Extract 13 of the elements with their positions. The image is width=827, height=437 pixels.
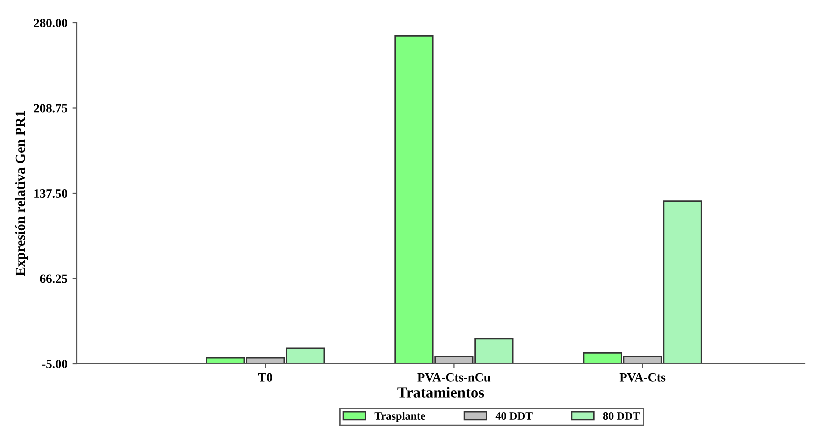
y-tick-label: 137.50 [34,190,68,198]
legend-label: Trasplante [374,412,426,422]
legend-label: 80 DDT [603,412,640,420]
x-axis-title: Tratamientos [398,387,484,398]
y-tick-label: -5.00 [42,360,68,369]
x-tick-label: PVA-Cts [620,373,666,382]
y-axis-title: Expresión relativa Gen PR1 [15,111,28,276]
legend-label: 40 DDT [496,412,533,420]
y-tick-label: 208.75 [34,104,68,113]
x-tick-label: PVA-Cts-nCu [418,373,491,382]
y-tick-label: 280.00 [34,19,68,28]
y-tick-label: 66.25 [40,274,68,284]
x-tick-label: T0 [258,373,272,382]
